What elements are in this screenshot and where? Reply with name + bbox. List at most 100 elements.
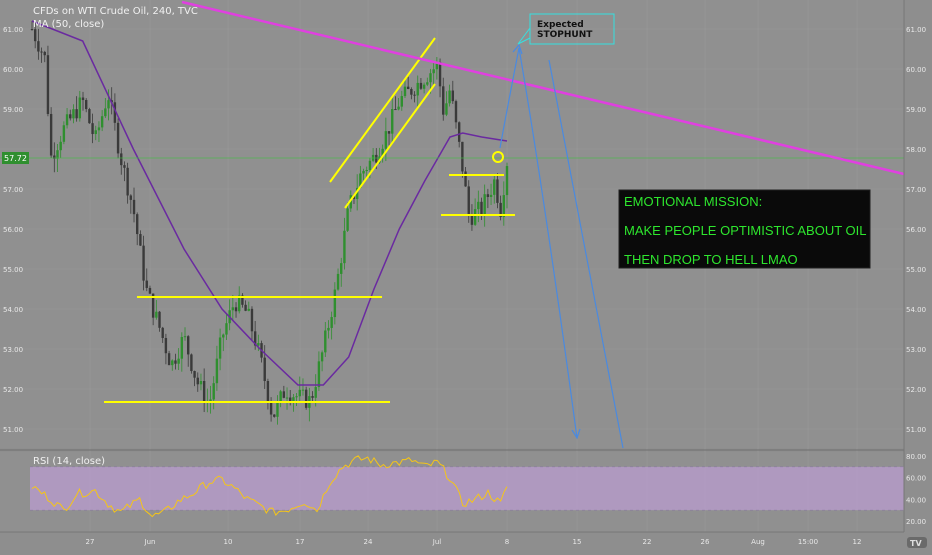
candle-body xyxy=(473,209,477,225)
candle-body xyxy=(84,100,88,110)
candle-body xyxy=(62,125,66,142)
candle-body xyxy=(445,103,448,115)
rsi-tick-label: 40.00 xyxy=(906,496,926,504)
price-tick-label: 59.00 xyxy=(906,106,926,114)
candle-body xyxy=(177,358,180,364)
candle-body xyxy=(349,195,352,209)
price-axis-bg[interactable] xyxy=(904,0,932,532)
price-tick-label: 61.00 xyxy=(906,26,926,34)
candle-body xyxy=(343,230,346,264)
time-tick-label: 22 xyxy=(643,538,652,546)
candle-body xyxy=(53,155,56,159)
candle-body xyxy=(451,90,455,102)
rsi-tick-label: 20.00 xyxy=(906,518,926,526)
candles xyxy=(30,21,509,425)
candle-body xyxy=(346,208,349,231)
mission-box-bg xyxy=(618,189,871,269)
candle-body xyxy=(419,82,423,89)
candle-body xyxy=(37,41,40,52)
candle-body xyxy=(253,331,257,346)
candle-body xyxy=(483,194,486,215)
left-tick-label: 60.00 xyxy=(3,66,23,74)
candle-body xyxy=(97,127,101,131)
price-tick-label: 52.00 xyxy=(906,386,926,394)
candle-body xyxy=(400,96,403,107)
rsi-indicator-label[interactable]: RSI (14, close) xyxy=(33,456,105,467)
arrow-up-head xyxy=(512,43,523,55)
time-tick-label: 15 xyxy=(573,538,582,546)
candle-body xyxy=(238,295,241,312)
candle-body xyxy=(56,150,59,159)
candle-body xyxy=(75,109,78,119)
left-tick-label: 52.00 xyxy=(3,386,23,394)
callout-line1: Expected xyxy=(537,20,584,30)
candle-body xyxy=(180,337,184,359)
candle-body xyxy=(257,343,260,346)
candle-body xyxy=(142,245,145,281)
candle-body xyxy=(397,106,400,110)
candle-body xyxy=(43,51,46,56)
callout-line2: STOPHUNT xyxy=(537,30,593,40)
candle-body xyxy=(171,360,174,366)
candle-body xyxy=(493,179,496,195)
candle-body xyxy=(151,293,155,318)
candle-body xyxy=(330,317,333,328)
candle-body xyxy=(355,187,359,200)
candle-body xyxy=(461,141,464,172)
time-axis-bg[interactable] xyxy=(0,532,932,550)
candle-body xyxy=(480,201,483,215)
mission-box: EMOTIONAL MISSION: MAKE PEOPLE OPTIMISTI… xyxy=(618,189,871,269)
candle-body xyxy=(289,397,292,402)
candle-body xyxy=(231,307,235,311)
candle-body xyxy=(410,88,413,95)
candle-body xyxy=(384,131,388,149)
current-price-value: 57.72 xyxy=(4,154,27,163)
candle-body xyxy=(123,165,126,168)
candle-body xyxy=(174,360,177,364)
candle-body xyxy=(298,389,301,397)
candle-body xyxy=(161,327,164,338)
candle-body xyxy=(263,357,266,382)
support-lines xyxy=(104,37,515,403)
candle-body xyxy=(222,334,225,338)
rsi-path xyxy=(31,455,508,518)
candle-body xyxy=(212,383,215,400)
candle-body xyxy=(139,234,142,246)
candle-body xyxy=(365,170,368,172)
candle-body xyxy=(247,308,250,311)
candle-body xyxy=(391,109,394,134)
candle-body xyxy=(250,308,254,332)
left-tick-label: 59.00 xyxy=(3,106,23,114)
symbol-title[interactable]: CFDs on WTI Crude Oil, 240, TVC xyxy=(33,6,198,17)
candle-body xyxy=(129,195,133,200)
price-axis[interactable]: 61.00 60.00 59.00 58.00 57.00 56.00 55.00 54.00… xyxy=(906,26,926,434)
tv-logo-badge xyxy=(907,537,927,548)
candle-body xyxy=(81,97,85,101)
candle-body xyxy=(69,114,72,119)
candle-body xyxy=(132,199,136,215)
time-tick-label: 10 xyxy=(224,538,233,546)
left-tick-label: 51.00 xyxy=(3,426,23,434)
price-tick-label: 56.00 xyxy=(906,226,926,234)
left-tick-label: 61.00 xyxy=(3,26,23,34)
left-tick-label: 55.00 xyxy=(3,266,23,274)
candle-body xyxy=(362,170,365,174)
candle-body xyxy=(324,330,327,353)
price-tick-label: 53.00 xyxy=(906,346,926,354)
ma-indicator-label[interactable]: MA (50, close) xyxy=(33,19,104,30)
arrow-up-stophunt xyxy=(499,47,520,149)
candle-body xyxy=(202,381,206,403)
candle-body xyxy=(49,113,53,156)
time-tick-label: 24 xyxy=(364,538,373,546)
candle-body xyxy=(454,101,458,123)
candle-body xyxy=(285,397,289,399)
candle-body xyxy=(78,97,82,119)
time-tick-label: 26 xyxy=(701,538,710,546)
price-tick-label: 54.00 xyxy=(906,306,926,314)
rsi-axis[interactable]: 80.00 60.00 40.00 20.00 xyxy=(906,453,926,526)
candle-body xyxy=(505,166,509,196)
candle-body xyxy=(116,122,120,154)
candle-body xyxy=(158,311,161,328)
